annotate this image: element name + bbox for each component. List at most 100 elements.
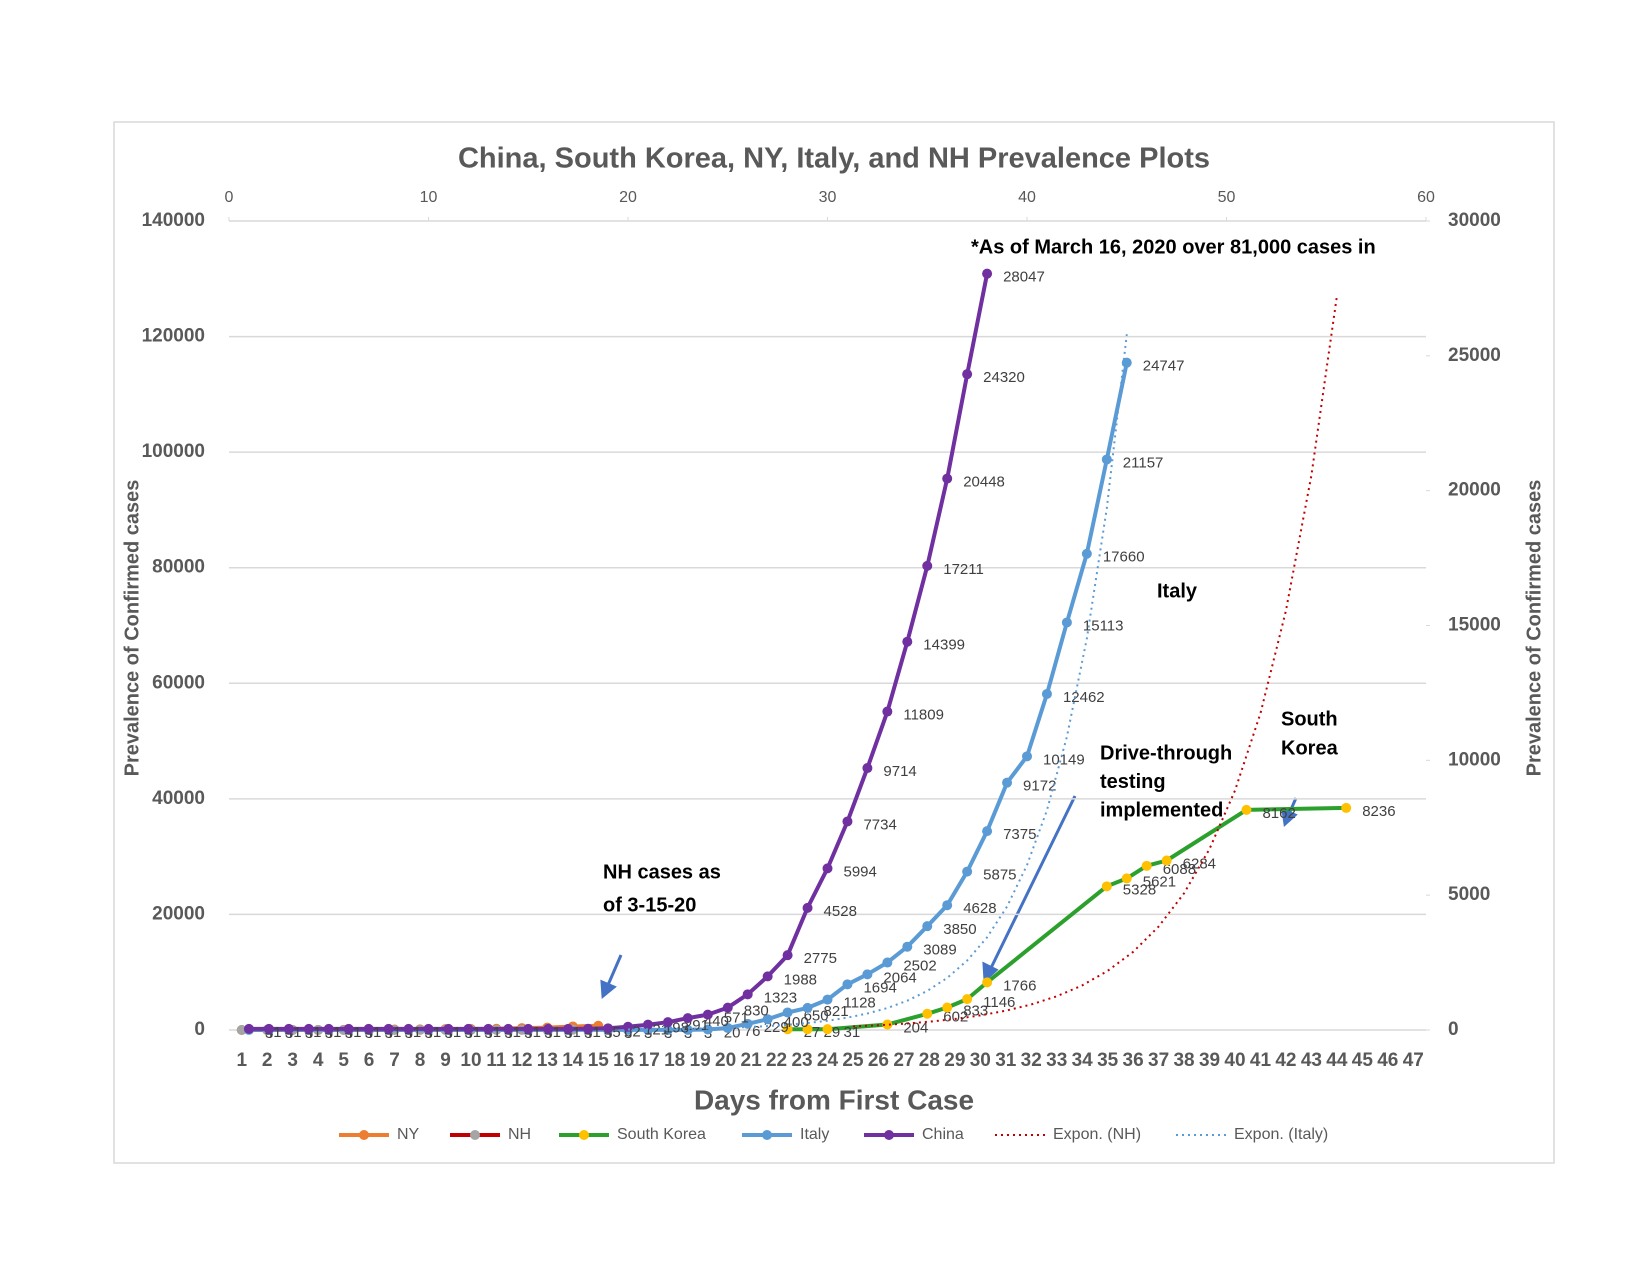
- trend-line: [852, 295, 1338, 1028]
- x-tick-label: 47: [1403, 1050, 1424, 1071]
- value-label: 8162: [1262, 805, 1295, 822]
- legend-marker: [762, 1130, 772, 1140]
- point: [802, 1024, 813, 1035]
- x-tick-label: 45: [1352, 1050, 1374, 1071]
- legend-label: Italy: [800, 1126, 829, 1143]
- point: [702, 1024, 713, 1035]
- arrow-head: [982, 961, 999, 984]
- x-tick-label: 15: [588, 1050, 610, 1071]
- arrow-head: [1281, 807, 1298, 827]
- point: [762, 971, 773, 982]
- value-label: 14399: [923, 637, 965, 654]
- chart-title: China, South Korea, NY, Italy, and NH Pr…: [458, 143, 1210, 175]
- x-tick-label: 10: [460, 1050, 481, 1071]
- point: [662, 1024, 673, 1035]
- x-tick-label: 21: [741, 1050, 763, 1071]
- arrow: [1287, 797, 1298, 815]
- value-label: 10149: [1043, 751, 1085, 768]
- point: [982, 977, 993, 988]
- x-tick-label: 34: [1072, 1050, 1094, 1071]
- annotation: implemented: [1100, 799, 1223, 821]
- point: [623, 1021, 633, 1032]
- point: [1002, 777, 1013, 788]
- x-tick-label: 46: [1377, 1050, 1398, 1071]
- x2-tick-label: 30: [819, 189, 837, 206]
- x-tick-label: 31: [995, 1050, 1017, 1071]
- point: [1161, 855, 1172, 866]
- x-tick-label: 44: [1326, 1050, 1348, 1071]
- point: [563, 1023, 574, 1034]
- point: [702, 1009, 713, 1020]
- point: [982, 268, 993, 279]
- y-tick-label: 120000: [142, 326, 205, 347]
- arrow: [606, 954, 623, 986]
- value-label: 5328: [1123, 881, 1156, 898]
- point: [962, 866, 973, 877]
- point: [283, 1023, 294, 1034]
- point: [403, 1023, 414, 1034]
- value-label: 6088: [1163, 861, 1196, 878]
- x-tick-label: 3: [287, 1050, 298, 1071]
- point: [1081, 548, 1092, 559]
- legend-label: NH: [508, 1126, 531, 1143]
- x2-tick-label: 10: [420, 189, 438, 206]
- value-label: 1323: [764, 989, 797, 1006]
- point: [722, 1022, 733, 1033]
- chart-frame: [113, 121, 1555, 1164]
- value-label: 821: [824, 1003, 849, 1020]
- y2-tick-label: 20000: [1448, 480, 1501, 501]
- value-label: 31: [844, 1024, 861, 1041]
- value-label: 9172: [1023, 778, 1056, 795]
- x-tick-label: 24: [817, 1050, 839, 1071]
- value-label: 2064: [883, 969, 916, 986]
- x-tick-label: 35: [1097, 1050, 1119, 1071]
- value-label: 17211: [943, 561, 984, 578]
- x2-tick-label: 50: [1218, 189, 1236, 206]
- y-tick-label: 140000: [142, 210, 205, 231]
- value-label: 24747: [1143, 358, 1185, 375]
- value-label: 3850: [943, 921, 976, 938]
- annotation: Korea: [1281, 737, 1339, 759]
- value-label: 5621: [1143, 873, 1176, 890]
- point: [463, 1023, 474, 1034]
- x-tick-label: 43: [1301, 1050, 1322, 1071]
- x-tick-label: 28: [919, 1050, 940, 1071]
- x-tick-label: 2: [262, 1050, 273, 1071]
- point: [263, 1023, 274, 1034]
- x-tick-label: 42: [1275, 1050, 1296, 1071]
- value-label: 1694: [863, 979, 896, 996]
- value-label: 21157: [1123, 454, 1164, 471]
- x-tick-label: 40: [1224, 1050, 1245, 1071]
- x-tick-label: 16: [613, 1050, 634, 1071]
- point: [682, 1013, 693, 1024]
- arrow: [988, 795, 1077, 971]
- annotation: *As of March 16, 2020 over 81,000 cases …: [971, 236, 1376, 258]
- x-tick-label: 29: [944, 1050, 965, 1071]
- point: [842, 979, 853, 990]
- point: [742, 1018, 753, 1029]
- point: [243, 1023, 254, 1034]
- point: [343, 1023, 354, 1034]
- x-tick-label: 25: [842, 1050, 864, 1071]
- point: [742, 989, 753, 1000]
- point: [802, 1002, 813, 1013]
- point: [682, 1024, 693, 1035]
- y-tick-label: 0: [194, 1019, 205, 1040]
- x-axis-title: Days from First Case: [694, 1084, 974, 1115]
- point: [842, 816, 853, 827]
- x-tick-label: 8: [415, 1050, 426, 1071]
- value-label: 2502: [903, 957, 936, 974]
- x-tick-label: 20: [715, 1050, 736, 1071]
- x-tick-label: 12: [511, 1050, 532, 1071]
- point: [303, 1023, 314, 1034]
- point: [942, 1002, 953, 1013]
- x-tick-label: 23: [791, 1050, 812, 1071]
- point: [543, 1023, 554, 1034]
- point: [882, 706, 893, 717]
- x-tick-label: 36: [1123, 1050, 1144, 1071]
- point: [363, 1023, 374, 1034]
- x-tick-label: 5: [338, 1050, 349, 1071]
- value-label: 400: [784, 1014, 809, 1031]
- value-label: 8236: [1362, 803, 1395, 820]
